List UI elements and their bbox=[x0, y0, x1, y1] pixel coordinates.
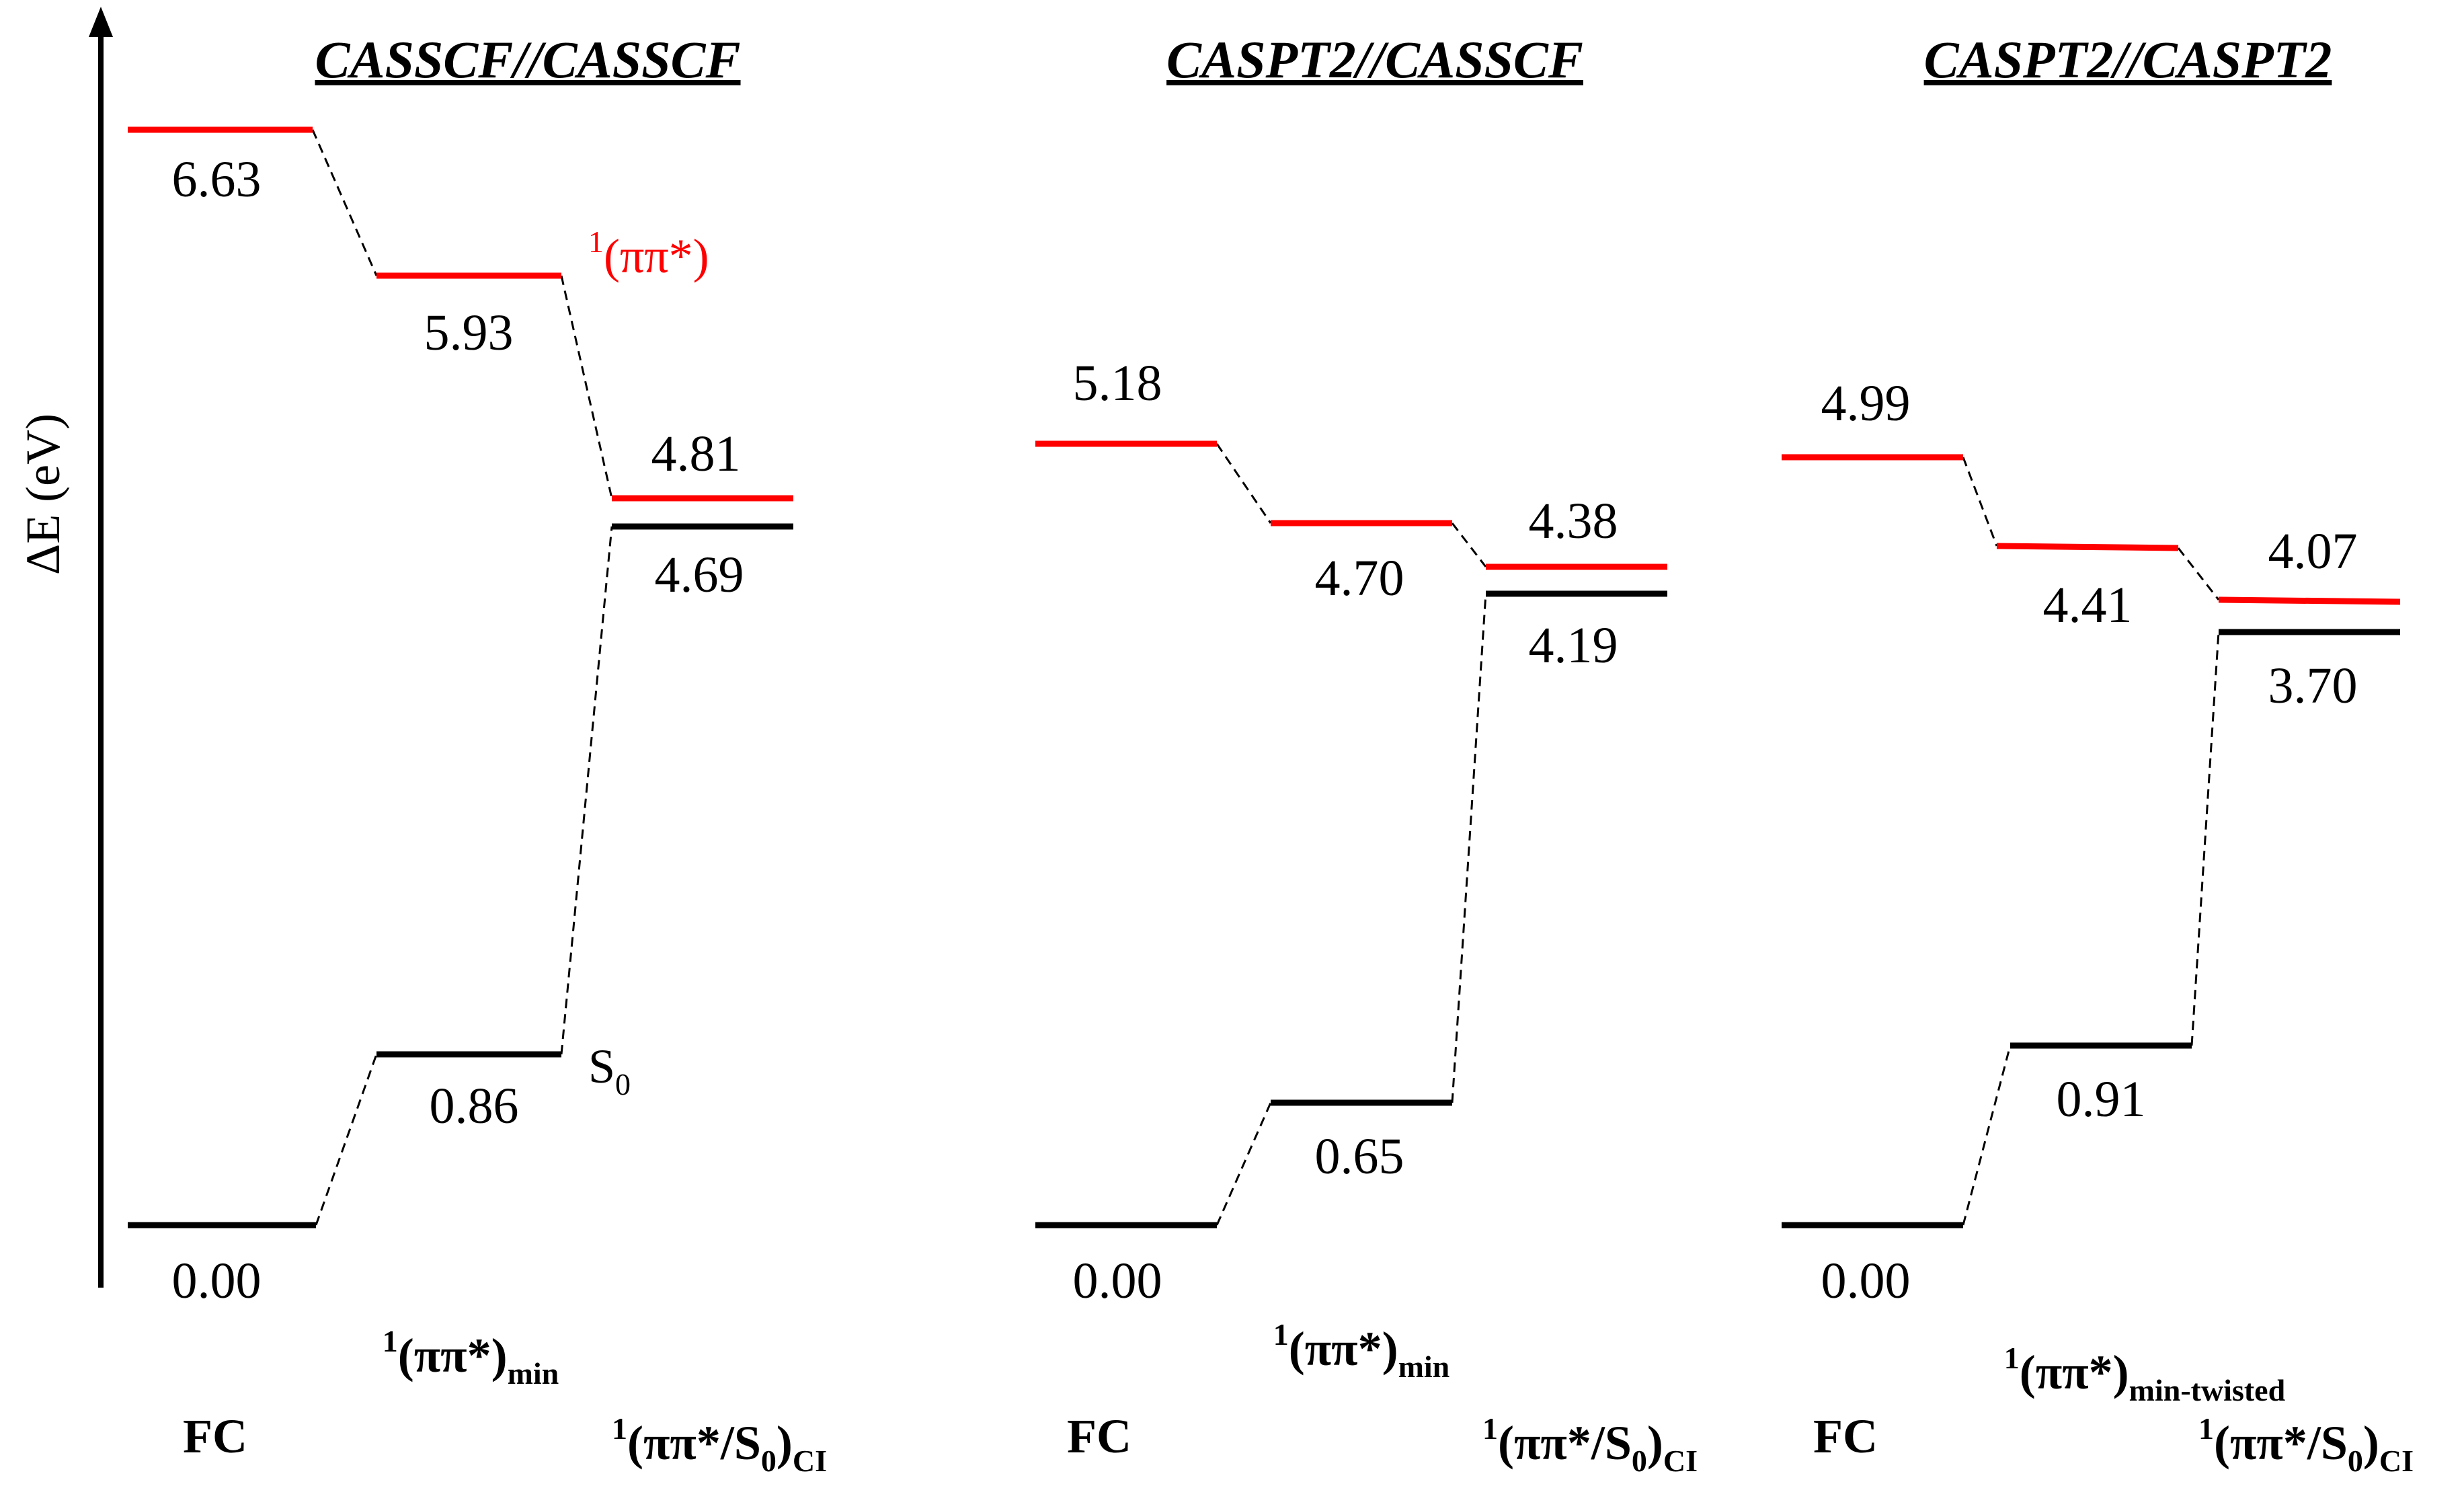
panel-2-title: CASPT2//CASSCF bbox=[1166, 30, 1583, 89]
ground-energy-value: 0.00 bbox=[172, 1253, 262, 1309]
connector bbox=[2190, 631, 2220, 1046]
excited-level bbox=[1996, 543, 2179, 551]
excited-energy-value: 4.07 bbox=[2268, 523, 2358, 580]
connector bbox=[1962, 1045, 2012, 1226]
ci-label: 1(ππ*/S0)CI bbox=[612, 1411, 827, 1478]
panel-1-title: CASSCF//CASSCF bbox=[315, 30, 740, 89]
connector bbox=[315, 1054, 378, 1226]
panel-2: 5.18 0.00 4.70 0.65 4.38 4.19 FC 1(ππ*)m… bbox=[1035, 355, 1698, 1478]
excited-energy-value: 4.70 bbox=[1315, 550, 1404, 607]
ground-energy-value: 3.70 bbox=[2268, 658, 2358, 714]
min-label: 1(ππ*)min bbox=[383, 1324, 559, 1391]
ground-energy-value: 0.00 bbox=[1073, 1253, 1162, 1309]
ci-label: 1(ππ*/S0)CI bbox=[1482, 1411, 1698, 1478]
min-label: 1(ππ*)min bbox=[1273, 1317, 1450, 1384]
excited-energy-value: 4.99 bbox=[1821, 375, 1911, 432]
connector bbox=[560, 526, 613, 1055]
excited-state-label: 1(ππ*) bbox=[588, 225, 709, 283]
connector bbox=[311, 129, 378, 276]
fc-label: FC bbox=[1813, 1409, 1878, 1463]
energy-axis-arrowhead bbox=[89, 7, 113, 37]
panel-3-title: CASPT2//CASPT2 bbox=[1924, 30, 2332, 89]
ground-energy-value: 0.86 bbox=[430, 1078, 519, 1134]
connector bbox=[1216, 443, 1272, 524]
ci-label: 1(ππ*/S0)CI bbox=[2198, 1411, 2414, 1478]
ground-energy-value: 4.69 bbox=[655, 547, 744, 603]
excited-energy-value: 4.81 bbox=[651, 426, 741, 482]
excited-energy-value: 4.41 bbox=[2043, 577, 2133, 633]
connector bbox=[1962, 457, 1998, 547]
energy-axis-label: ΔE (eV) bbox=[16, 414, 70, 575]
panel-3: 4.99 0.00 4.41 0.91 4.07 3.70 FC 1(ππ*)m… bbox=[1782, 375, 2414, 1478]
fc-label: FC bbox=[183, 1409, 247, 1463]
excited-level bbox=[2218, 596, 2401, 605]
panel-1: 6.63 0.00 5.93 0.86 4.81 4.69 1(ππ*) S0 … bbox=[128, 126, 827, 1478]
ground-energy-value: 0.65 bbox=[1315, 1128, 1404, 1185]
ground-energy-value: 4.19 bbox=[1529, 617, 1618, 674]
ground-energy-value: 0.00 bbox=[1821, 1253, 1911, 1309]
excited-energy-value: 4.38 bbox=[1529, 493, 1618, 549]
connector bbox=[1216, 1102, 1272, 1226]
connector bbox=[1451, 593, 1487, 1103]
connector bbox=[560, 275, 613, 499]
min-label: 1(ππ*)min-twisted bbox=[2004, 1341, 2286, 1407]
connector bbox=[1451, 522, 1487, 568]
ground-state-label: S0 bbox=[588, 1040, 631, 1101]
fc-label: FC bbox=[1067, 1409, 1131, 1463]
excited-energy-value: 5.93 bbox=[424, 305, 514, 361]
connector bbox=[2177, 547, 2220, 600]
ground-energy-value: 0.91 bbox=[2057, 1071, 2146, 1128]
excited-energy-value: 6.63 bbox=[172, 151, 262, 208]
excited-energy-value: 5.18 bbox=[1073, 355, 1162, 412]
